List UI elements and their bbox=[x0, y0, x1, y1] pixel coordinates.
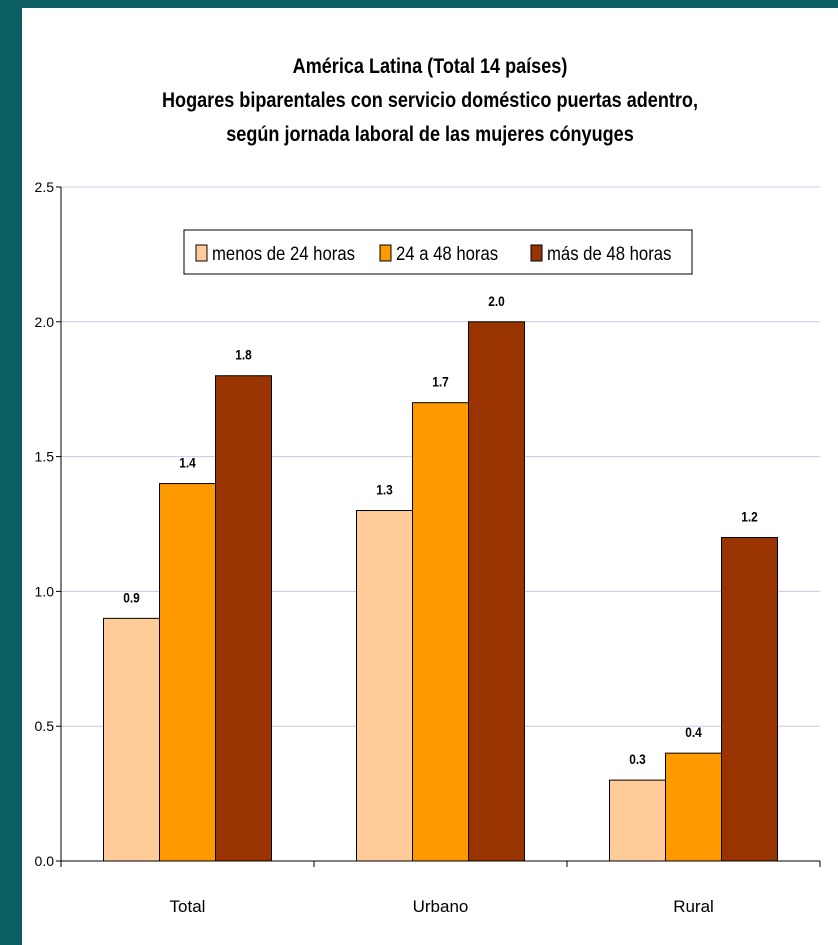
bar bbox=[412, 402, 469, 862]
category-label: Urbano bbox=[413, 897, 469, 916]
data-label: 0.9 bbox=[123, 589, 140, 605]
bar bbox=[215, 375, 272, 862]
legend-label: 24 a 48 horas bbox=[396, 243, 498, 264]
y-tick-label: 1.0 bbox=[35, 583, 55, 599]
legend-label: menos de 24 horas bbox=[212, 243, 355, 264]
chart-title: América Latina (Total 14 países) Hogares… bbox=[79, 50, 781, 152]
data-label: 1.7 bbox=[432, 374, 449, 390]
bar bbox=[468, 321, 525, 862]
y-tick-label: 2.5 bbox=[35, 179, 55, 195]
chart-title-line-2: Hogares biparentales con servicio domést… bbox=[162, 89, 698, 112]
data-label: 2.0 bbox=[488, 293, 505, 309]
legend-label: más de 48 horas bbox=[547, 243, 671, 264]
y-tick-label: 2.0 bbox=[35, 314, 55, 330]
chart-title-line-3: según jornada laboral de las mujeres cón… bbox=[226, 123, 634, 146]
legend-swatch bbox=[530, 244, 543, 262]
chart-title-line-1: América Latina (Total 14 países) bbox=[292, 55, 568, 78]
bar bbox=[159, 483, 216, 862]
chart-panel: América Latina (Total 14 países) Hogares… bbox=[22, 8, 838, 945]
legend bbox=[183, 229, 693, 275]
bar bbox=[103, 617, 160, 862]
y-tick-label: 1.5 bbox=[35, 449, 55, 465]
category-label: Total bbox=[170, 897, 206, 916]
bar-chart: 0.0 0.5 1.0 1.5 2.0 2.5 0.9 1.4 1.8 Total 1.3 1.7 2.… bbox=[35, 179, 821, 916]
bar bbox=[665, 752, 722, 862]
data-label: 0.4 bbox=[685, 724, 702, 740]
bar bbox=[356, 510, 413, 862]
data-label: 1.3 bbox=[376, 482, 393, 498]
bar bbox=[609, 779, 666, 862]
data-label: 1.8 bbox=[235, 347, 252, 363]
data-label: 1.4 bbox=[179, 455, 196, 471]
y-tick-label: 0.0 bbox=[35, 853, 55, 869]
data-label: 1.2 bbox=[741, 509, 758, 525]
legend-swatch bbox=[379, 244, 392, 262]
category-label: Rural bbox=[673, 897, 714, 916]
y-tick-label: 0.5 bbox=[35, 718, 55, 734]
data-label: 0.3 bbox=[629, 751, 646, 767]
bar bbox=[721, 536, 778, 862]
legend-swatch bbox=[195, 244, 208, 262]
